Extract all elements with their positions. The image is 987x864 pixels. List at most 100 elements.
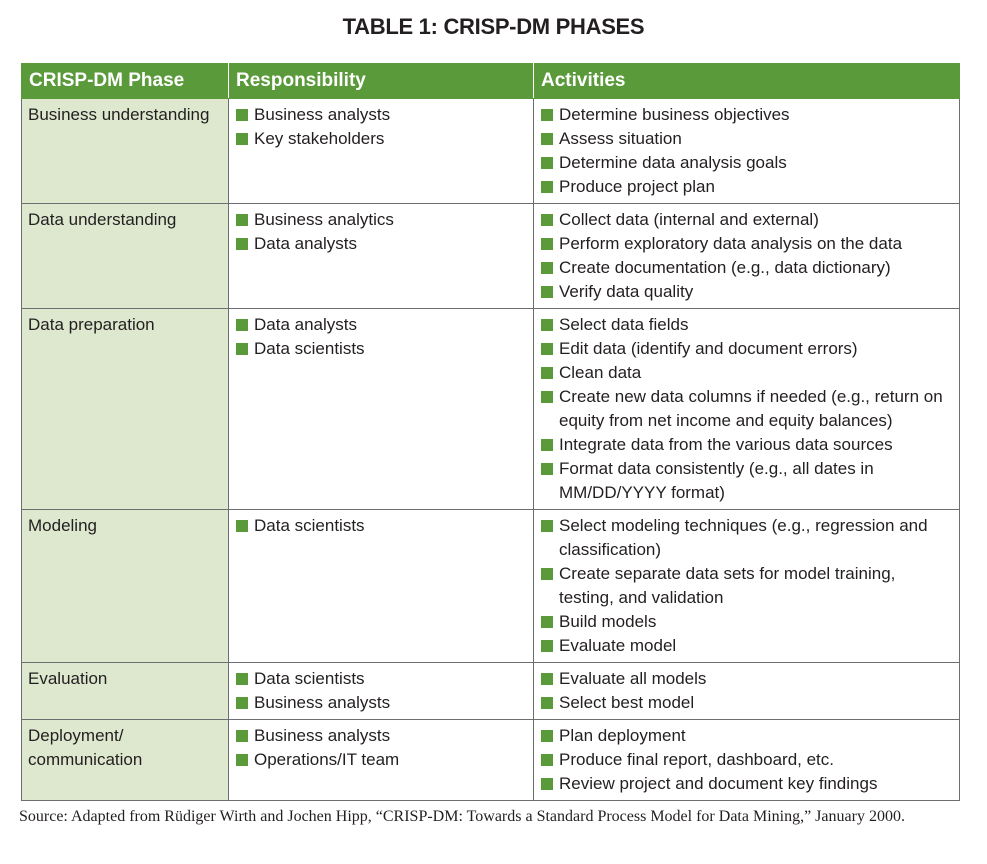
list-item-text: Integrate data from the various data sou… — [559, 435, 893, 454]
phase-cell: Deployment/ communication — [21, 719, 229, 801]
square-bullet-icon — [541, 616, 553, 628]
list-item: Business analysts — [235, 103, 527, 127]
square-bullet-icon — [541, 568, 553, 580]
list-item-text: Select best model — [559, 693, 695, 712]
source-note: Source: Adapted from Rüdiger Wirth and J… — [19, 808, 905, 825]
square-bullet-icon — [236, 133, 248, 145]
square-bullet-icon — [541, 109, 553, 121]
square-bullet-icon — [541, 133, 553, 145]
list-item: Produce final report, dashboard, etc. — [540, 748, 953, 772]
square-bullet-icon — [541, 262, 553, 274]
activities-list: Evaluate all models Select best model — [540, 667, 953, 715]
list-item-text: Data analysts — [254, 315, 357, 334]
list-item: Clean data — [540, 361, 953, 385]
list-item: Business analysts — [235, 691, 527, 715]
list-item: Select modeling techniques (e.g., regres… — [540, 514, 953, 562]
list-item-text: Business analytics — [254, 210, 394, 229]
square-bullet-icon — [541, 157, 553, 169]
activities-cell: Select data fields Edit data (identify an… — [533, 308, 960, 510]
list-item-text: Create documentation (e.g., data diction… — [559, 258, 891, 277]
square-bullet-icon — [541, 319, 553, 331]
responsibility-list: Business analytics Data analysts — [235, 208, 527, 256]
list-item: Data scientists — [235, 337, 527, 361]
list-item-text: Build models — [559, 612, 657, 631]
phase-cell: Evaluation — [21, 662, 229, 720]
square-bullet-icon — [236, 319, 248, 331]
list-item: Key stakeholders — [235, 127, 527, 151]
square-bullet-icon — [236, 343, 248, 355]
square-bullet-icon — [541, 730, 553, 742]
phase-cell: Data preparation — [21, 308, 229, 510]
square-bullet-icon — [541, 697, 553, 709]
square-bullet-icon — [541, 238, 553, 250]
activities-list: Collect data (internal and external) Perf… — [540, 208, 953, 304]
list-item: Create new data columns if needed (e.g.,… — [540, 385, 953, 433]
list-item-text: Perform exploratory data analysis on the… — [559, 234, 903, 253]
square-bullet-icon — [236, 238, 248, 250]
square-bullet-icon — [236, 214, 248, 226]
list-item-text: Plan deployment — [559, 726, 686, 745]
list-item-text: Operations/IT team — [254, 750, 400, 769]
list-item-text: Data scientists — [254, 669, 365, 688]
responsibility-cell: Business analytics Data analysts — [228, 203, 534, 309]
crisp-dm-table: CRISP-DM Phase Responsibility Activities… — [21, 63, 960, 801]
square-bullet-icon — [541, 640, 553, 652]
responsibility-list: Data scientists Business analysts — [235, 667, 527, 715]
list-item-text: Data scientists — [254, 516, 365, 535]
list-item-text: Data analysts — [254, 234, 357, 253]
table-row: Modeling Data scientists Select modeling t… — [21, 509, 960, 663]
list-item-text: Select modeling techniques (e.g., regres… — [559, 516, 928, 559]
responsibility-cell: Data scientists — [228, 509, 534, 663]
list-item: Select best model — [540, 691, 953, 715]
responsibility-list: Business analysts Key stakeholders — [235, 103, 527, 151]
activities-list: Determine business objectives Assess situ… — [540, 103, 953, 199]
list-item: Create separate data sets for model trai… — [540, 562, 953, 610]
responsibility-list: Business analysts Operations/IT team — [235, 724, 527, 772]
square-bullet-icon — [541, 343, 553, 355]
list-item: Review project and document key findings — [540, 772, 953, 796]
list-item-text: Business analysts — [254, 693, 391, 712]
square-bullet-icon — [541, 754, 553, 766]
table-row: Business understanding Business analysts K… — [21, 98, 960, 204]
list-item-text: Create new data columns if needed (e.g.,… — [559, 387, 943, 430]
list-item-text: Produce final report, dashboard, etc. — [559, 750, 834, 769]
list-item: Edit data (identify and document errors) — [540, 337, 953, 361]
list-item: Build models — [540, 610, 953, 634]
list-item: Format data consistently (e.g., all date… — [540, 457, 953, 505]
square-bullet-icon — [236, 754, 248, 766]
table-row: Data preparation Data analysts Data scient… — [21, 308, 960, 510]
list-item-text: Evaluate all models — [559, 669, 707, 688]
list-item-text: Select data fields — [559, 315, 689, 334]
square-bullet-icon — [541, 439, 553, 451]
list-item-text: Business analysts — [254, 105, 391, 124]
header-responsibility: Responsibility — [228, 63, 534, 99]
list-item: Collect data (internal and external) — [540, 208, 953, 232]
list-item: Operations/IT team — [235, 748, 527, 772]
square-bullet-icon — [236, 697, 248, 709]
list-item: Integrate data from the various data sou… — [540, 433, 953, 457]
square-bullet-icon — [541, 391, 553, 403]
header-activities: Activities — [533, 63, 960, 99]
list-item-text: Verify data quality — [559, 282, 694, 301]
table-title: TABLE 1: CRISP-DM PHASES — [342, 14, 645, 39]
list-item: Produce project plan — [540, 175, 953, 199]
square-bullet-icon — [541, 463, 553, 475]
list-item: Data scientists — [235, 667, 527, 691]
list-item-text: Produce project plan — [559, 177, 715, 196]
list-item-text: Key stakeholders — [254, 129, 385, 148]
activities-list: Select data fields Edit data (identify an… — [540, 313, 953, 505]
list-item: Determine data analysis goals — [540, 151, 953, 175]
square-bullet-icon — [541, 181, 553, 193]
responsibility-cell: Data scientists Business analysts — [228, 662, 534, 720]
list-item-text: Business analysts — [254, 726, 391, 745]
table-header-row: CRISP-DM Phase Responsibility Activities — [21, 63, 960, 99]
list-item: Assess situation — [540, 127, 953, 151]
square-bullet-icon — [236, 109, 248, 121]
list-item-text: Evaluate model — [559, 636, 677, 655]
list-item: Verify data quality — [540, 280, 953, 304]
list-item-text: Data scientists — [254, 339, 365, 358]
responsibility-cell: Business analysts Operations/IT team — [228, 719, 534, 801]
phase-cell: Business understanding — [21, 98, 229, 204]
responsibility-list: Data scientists — [235, 514, 527, 538]
activities-cell: Evaluate all models Select best model — [533, 662, 960, 720]
